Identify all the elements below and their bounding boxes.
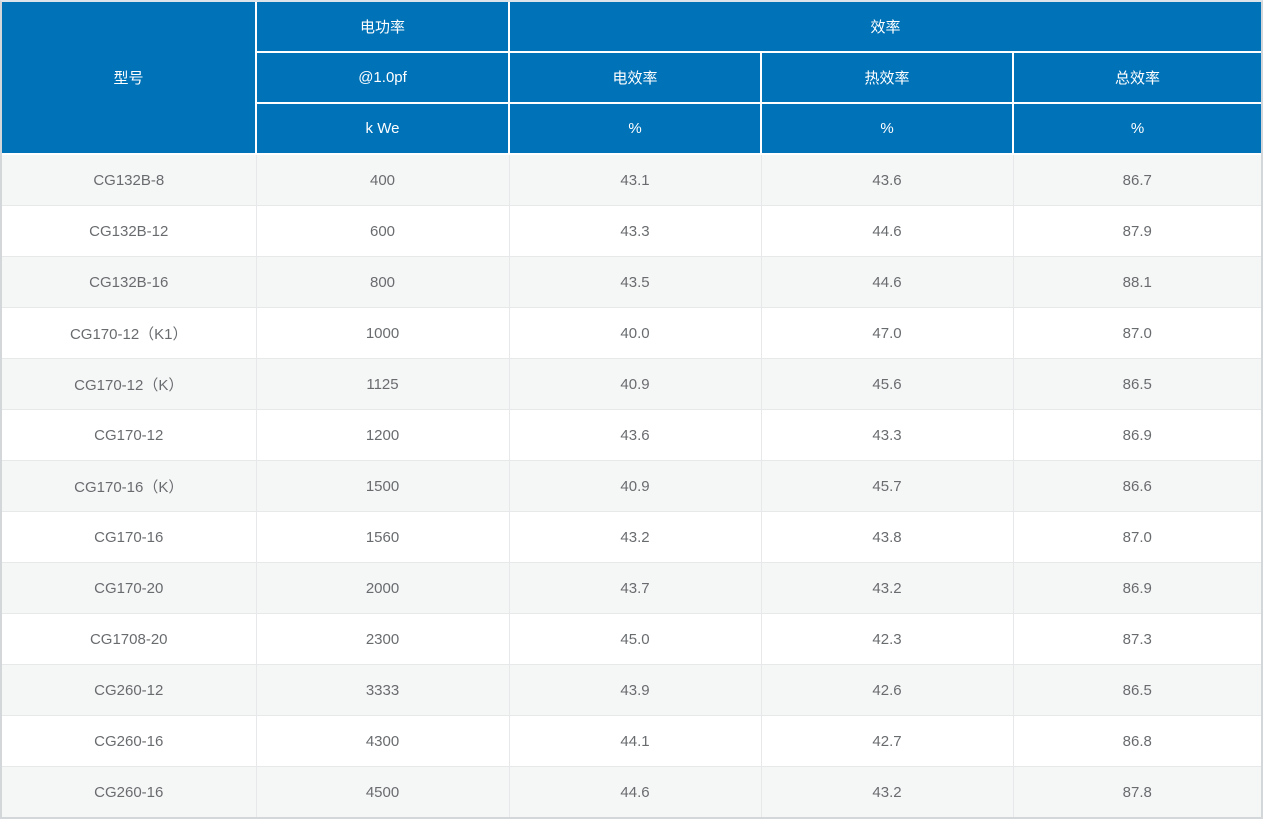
cell-model: CG170-12（K） [2,358,257,410]
table-row: CG170-16 1560 43.2 43.8 87.0 [2,511,1262,563]
cell-model: CG170-16（K） [2,460,257,512]
cell-model: CG260-16 [2,766,257,817]
cell-thermal-efficiency: 44.6 [760,256,1014,308]
cell-thermal-efficiency: 42.6 [760,664,1014,716]
header-total-unit: % [1011,102,1262,155]
cell-electrical-efficiency: 43.1 [508,153,762,206]
cell-power: 1125 [255,358,510,410]
cell-thermal-efficiency: 47.0 [760,307,1014,359]
cell-electrical-efficiency: 45.0 [508,613,762,665]
cell-total-efficiency: 87.3 [1012,613,1262,665]
cell-model: CG260-12 [2,664,257,716]
cell-power: 1000 [255,307,510,359]
cell-total-efficiency: 87.8 [1012,766,1262,817]
cell-total-efficiency: 86.9 [1012,562,1262,614]
cell-model: CG132B-12 [2,205,257,257]
cell-thermal-efficiency: 44.6 [760,205,1014,257]
cell-thermal-efficiency: 42.3 [760,613,1014,665]
header-power-condition: @1.0pf [256,51,510,104]
cell-power: 3333 [255,664,510,716]
table-row: CG170-12（K1） 1000 40.0 47.0 87.0 [2,307,1262,359]
cell-power: 2300 [255,613,510,665]
table-row: CG1708-20 2300 45.0 42.3 87.3 [2,613,1262,665]
header-thermal-unit: % [760,102,1014,155]
table-row: CG170-12（K） 1125 40.9 45.6 86.5 [2,358,1262,410]
header-power-group: 电功率 [255,2,510,53]
table-row: CG260-16 4500 44.6 43.2 87.8 [2,766,1262,817]
cell-total-efficiency: 86.9 [1012,409,1262,461]
cell-total-efficiency: 86.6 [1012,460,1262,512]
cell-electrical-efficiency: 43.2 [508,511,762,563]
cell-electrical-efficiency: 43.6 [508,409,762,461]
header-total-efficiency: 总效率 [1011,51,1262,104]
cell-thermal-efficiency: 43.2 [760,766,1014,817]
cell-total-efficiency: 86.5 [1012,358,1262,410]
cell-power: 800 [255,256,510,308]
cell-power: 1500 [255,460,510,512]
cell-total-efficiency: 87.0 [1012,511,1262,563]
cell-electrical-efficiency: 44.6 [508,766,762,817]
cell-thermal-efficiency: 42.7 [760,715,1014,767]
header-thermal-efficiency: 热效率 [760,51,1014,104]
cell-total-efficiency: 86.5 [1012,664,1262,716]
cell-power: 4500 [255,766,510,817]
table-row: CG260-12 3333 43.9 42.6 86.5 [2,664,1262,716]
cell-model: CG132B-8 [2,153,257,206]
cell-power: 600 [255,205,510,257]
header-model: 型号 [2,2,257,155]
cell-thermal-efficiency: 45.6 [760,358,1014,410]
cell-model: CG132B-16 [2,256,257,308]
cell-power: 4300 [255,715,510,767]
header-row-units: k We % % % [2,102,1262,155]
cell-power: 1560 [255,511,510,563]
cell-thermal-efficiency: 45.7 [760,460,1014,512]
cell-total-efficiency: 88.1 [1012,256,1262,308]
cell-electrical-efficiency: 40.9 [508,358,762,410]
cell-electrical-efficiency: 43.7 [508,562,762,614]
cell-total-efficiency: 87.9 [1012,205,1262,257]
table-header: 型号 电功率 效率 @1.0pf 电效率 热效率 总效率 k We % % % [2,2,1262,155]
cell-thermal-efficiency: 43.6 [760,153,1014,206]
table-body: CG132B-8 400 43.1 43.6 86.7 CG132B-12 60… [2,153,1262,817]
table-row: CG170-12 1200 43.6 43.3 86.9 [2,409,1262,461]
cell-power: 400 [255,153,510,206]
cell-electrical-efficiency: 40.0 [508,307,762,359]
header-row-subgroups: @1.0pf 电效率 热效率 总效率 [2,51,1262,104]
header-efficiency-group: 效率 [507,2,1262,53]
spec-table: 型号 电功率 效率 @1.0pf 电效率 热效率 总效率 k We % % % … [2,2,1262,817]
header-power-unit: k We [256,102,510,155]
table-row: CG170-20 2000 43.7 43.2 86.9 [2,562,1262,614]
cell-total-efficiency: 86.7 [1012,153,1262,206]
cell-thermal-efficiency: 43.3 [760,409,1014,461]
cell-electrical-efficiency: 43.5 [508,256,762,308]
cell-model: CG170-12（K1） [2,307,257,359]
cell-power: 1200 [255,409,510,461]
cell-electrical-efficiency: 40.9 [508,460,762,512]
table-row: CG170-16（K） 1500 40.9 45.7 86.6 [2,460,1262,512]
header-row-groups: 型号 电功率 效率 [2,2,1262,155]
cell-electrical-efficiency: 43.3 [508,205,762,257]
cell-thermal-efficiency: 43.8 [760,511,1014,563]
cell-thermal-efficiency: 43.2 [760,562,1014,614]
table-row: CG132B-8 400 43.1 43.6 86.7 [2,153,1262,206]
cell-model: CG170-20 [2,562,257,614]
cell-electrical-efficiency: 44.1 [508,715,762,767]
cell-model: CG170-12 [2,409,257,461]
cell-model: CG170-16 [2,511,257,563]
cell-power: 2000 [255,562,510,614]
cell-model: CG260-16 [2,715,257,767]
table-row: CG260-16 4300 44.1 42.7 86.8 [2,715,1262,767]
cell-model: CG1708-20 [2,613,257,665]
cell-total-efficiency: 87.0 [1012,307,1262,359]
table-row: CG132B-16 800 43.5 44.6 88.1 [2,256,1262,308]
table-row: CG132B-12 600 43.3 44.6 87.9 [2,205,1262,257]
cell-electrical-efficiency: 43.9 [508,664,762,716]
header-electrical-efficiency: 电效率 [508,51,762,104]
cell-total-efficiency: 86.8 [1012,715,1262,767]
header-electrical-unit: % [508,102,762,155]
